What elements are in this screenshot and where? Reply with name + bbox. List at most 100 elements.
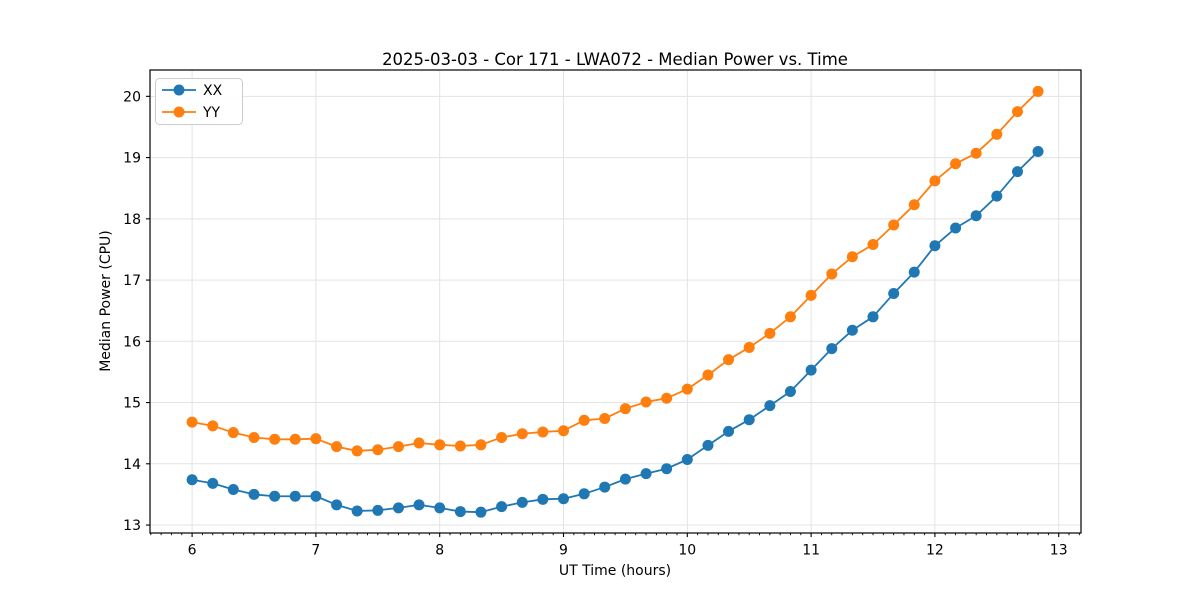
plot-area-border bbox=[149, 69, 1082, 534]
x-axis-tick-label: 11 bbox=[802, 543, 820, 559]
data-point-xx bbox=[846, 324, 858, 336]
data-point-yy bbox=[227, 427, 239, 439]
x-axis-tick-label: 13 bbox=[1050, 543, 1068, 559]
data-point-yy bbox=[826, 268, 838, 280]
data-point-yy bbox=[764, 327, 776, 339]
data-point-yy bbox=[454, 440, 466, 452]
data-point-yy bbox=[207, 420, 219, 432]
data-point-yy bbox=[269, 433, 281, 445]
data-point-xx bbox=[475, 506, 487, 518]
data-point-yy bbox=[950, 158, 962, 170]
data-point-yy bbox=[496, 431, 508, 443]
data-point-yy bbox=[475, 439, 487, 451]
series-yy bbox=[186, 85, 1044, 457]
data-point-xx bbox=[186, 474, 198, 486]
data-point-xx bbox=[743, 414, 755, 426]
data-point-xx bbox=[1011, 166, 1023, 178]
y-axis-tick-label: 16 bbox=[123, 334, 141, 350]
data-point-yy bbox=[248, 431, 260, 443]
data-point-xx bbox=[413, 499, 425, 511]
data-point-xx bbox=[227, 484, 239, 496]
data-point-xx bbox=[888, 288, 900, 300]
data-point-xx bbox=[207, 477, 219, 489]
legend-marker-xx-icon bbox=[173, 84, 185, 96]
y-axis-tick-label: 15 bbox=[123, 396, 141, 412]
x-axis-tick-label: 12 bbox=[926, 543, 944, 559]
data-point-yy bbox=[846, 251, 858, 263]
data-point-yy bbox=[867, 239, 879, 251]
data-point-yy bbox=[702, 369, 714, 381]
data-point-xx bbox=[558, 493, 570, 505]
data-point-yy bbox=[784, 311, 796, 323]
data-point-xx bbox=[991, 190, 1003, 202]
data-point-yy bbox=[723, 354, 735, 366]
y-axis-tick-label: 17 bbox=[123, 273, 141, 289]
legend-item-xx: XX bbox=[162, 83, 223, 99]
data-point-yy bbox=[640, 396, 652, 408]
y-axis-tick-label: 14 bbox=[123, 457, 141, 473]
grid-layer bbox=[150, 70, 1081, 533]
data-point-xx bbox=[496, 501, 508, 513]
data-point-xx bbox=[640, 468, 652, 480]
y-axis-tick-label: 20 bbox=[123, 89, 141, 105]
legend-marker-yy-icon bbox=[173, 106, 185, 118]
data-point-yy bbox=[537, 426, 549, 438]
y-axis-tick-label: 18 bbox=[123, 212, 141, 228]
data-point-xx bbox=[764, 400, 776, 412]
data-point-yy bbox=[434, 439, 446, 451]
data-point-xx bbox=[784, 386, 796, 398]
data-point-yy bbox=[331, 441, 343, 453]
chart-title: 2025-03-03 - Cor 171 - LWA072 - Median P… bbox=[382, 50, 848, 69]
data-point-yy bbox=[351, 445, 363, 457]
data-point-yy bbox=[516, 428, 528, 440]
data-point-yy bbox=[970, 147, 982, 159]
x-axis-tick-label: 9 bbox=[559, 543, 568, 559]
series-layer bbox=[186, 85, 1044, 518]
series-xx bbox=[186, 145, 1044, 518]
data-point-yy bbox=[805, 289, 817, 301]
data-point-xx bbox=[537, 493, 549, 505]
data-point-xx bbox=[619, 473, 631, 485]
legend-box bbox=[155, 78, 243, 125]
data-point-xx bbox=[392, 502, 404, 514]
data-point-yy bbox=[392, 441, 404, 453]
data-point-xx bbox=[661, 463, 673, 475]
data-point-xx bbox=[1032, 145, 1044, 157]
data-point-xx bbox=[826, 343, 838, 355]
data-point-xx bbox=[867, 311, 879, 323]
y-axis-tick-label: 19 bbox=[123, 151, 141, 167]
x-axis-label: UT Time (hours) bbox=[559, 563, 671, 579]
data-point-yy bbox=[413, 437, 425, 449]
legend: XX YY bbox=[155, 78, 243, 125]
x-axis-tick-label: 10 bbox=[678, 543, 696, 559]
data-point-xx bbox=[454, 506, 466, 518]
data-point-xx bbox=[434, 502, 446, 514]
data-point-xx bbox=[289, 490, 301, 502]
data-point-yy bbox=[991, 128, 1003, 140]
data-point-yy bbox=[743, 341, 755, 353]
y-axis-label: Median Power (CPU) bbox=[98, 230, 114, 372]
data-point-xx bbox=[351, 505, 363, 517]
data-point-yy bbox=[681, 383, 693, 395]
data-point-xx bbox=[578, 488, 590, 500]
legend-label-xx: XX bbox=[203, 83, 223, 99]
x-axis-tick-label: 8 bbox=[435, 543, 444, 559]
legend-label-yy: YY bbox=[202, 105, 221, 121]
data-point-xx bbox=[310, 490, 322, 502]
data-point-xx bbox=[516, 496, 528, 508]
data-point-yy bbox=[619, 403, 631, 415]
data-point-xx bbox=[599, 481, 611, 493]
data-point-xx bbox=[681, 454, 693, 466]
data-point-xx bbox=[702, 439, 714, 451]
data-point-yy bbox=[310, 433, 322, 445]
y-axis-tick-label: 13 bbox=[123, 518, 141, 534]
ticks-layer: 6 7 8 9 10 11 12 13 13 14 15 16 17 18 19 20 bbox=[123, 89, 1080, 559]
data-point-xx bbox=[331, 499, 343, 511]
data-point-yy bbox=[1011, 106, 1023, 118]
data-point-yy bbox=[558, 425, 570, 437]
data-point-xx bbox=[269, 490, 281, 502]
data-point-xx bbox=[929, 240, 941, 252]
data-point-yy bbox=[578, 414, 590, 426]
